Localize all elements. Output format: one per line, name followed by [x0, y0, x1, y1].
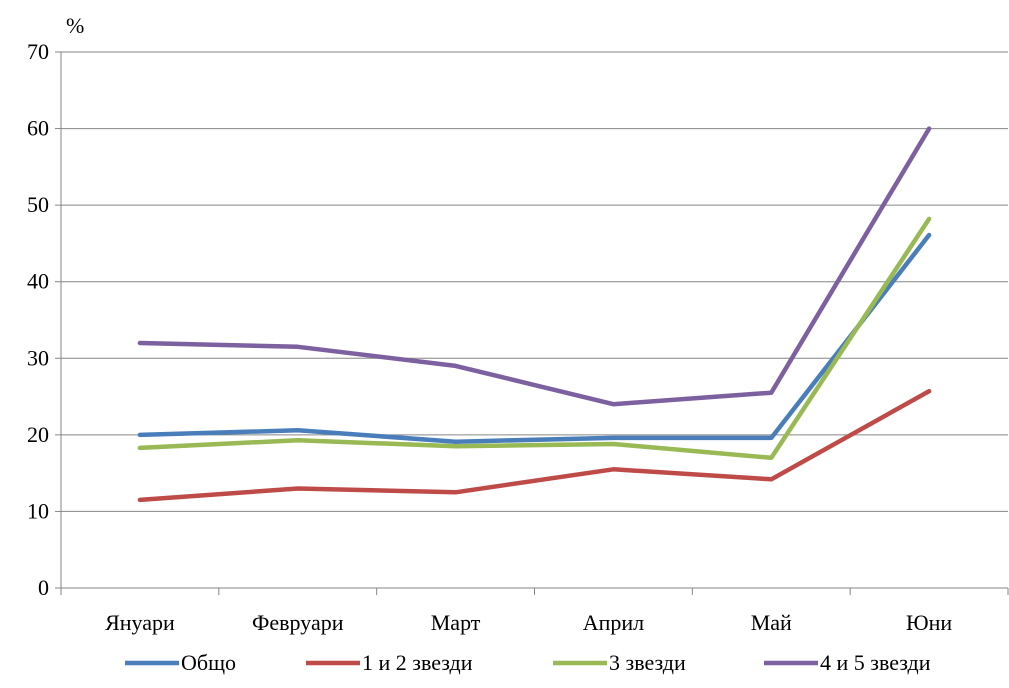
x-category-label: Юни	[906, 610, 952, 635]
axis-labels: 0 10 20 30 40 50 60 70 Януари Февруари Март Април Ма…	[27, 13, 952, 635]
legend-label: 3 звезди	[609, 650, 686, 675]
legend: Общо 1 и 2 звезди 3 звезди 4 и 5 звезди	[125, 650, 931, 675]
y-tick-label: 20	[27, 422, 49, 447]
legend-label: 1 и 2 звезди	[362, 650, 473, 675]
x-category-label: Март	[431, 610, 481, 635]
legend-label: Общо	[181, 650, 236, 675]
y-tick-label: 60	[27, 116, 49, 141]
series-line-1	[137, 388, 932, 503]
x-category-label: Април	[583, 610, 644, 635]
y-tick-label: 0	[38, 575, 49, 600]
x-category-label: Януари	[105, 610, 175, 635]
x-category-label: Февруари	[252, 610, 344, 635]
series-lines	[137, 126, 932, 503]
y-tick-label: 70	[27, 39, 49, 64]
y-tick-label: 10	[27, 498, 49, 523]
x-category-label: Май	[751, 610, 792, 635]
series-line-3	[137, 126, 932, 407]
gridlines	[61, 51, 1008, 512]
axes	[55, 51, 1009, 595]
series-line-0	[137, 232, 932, 444]
y-tick-label: 40	[27, 269, 49, 294]
series-line-2	[137, 216, 932, 461]
y-axis-unit-label: %	[66, 13, 84, 38]
y-tick-label: 30	[27, 345, 49, 370]
legend-label: 4 и 5 звезди	[820, 650, 931, 675]
y-tick-label: 50	[27, 192, 49, 217]
